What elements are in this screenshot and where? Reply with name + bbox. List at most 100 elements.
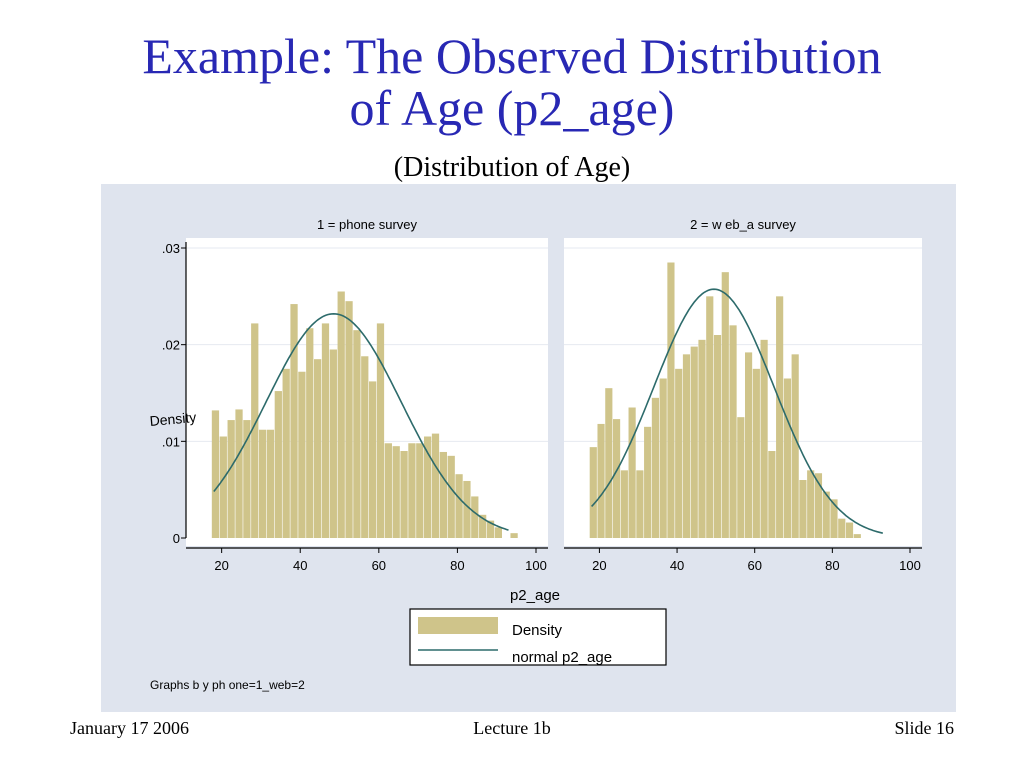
y-tick-label: .01 [162,434,180,449]
slide-title: Example: The Observed Distribution of Ag… [0,30,1024,134]
histogram-bar [369,381,377,538]
footer-date: January 17 2006 [70,718,189,738]
panel-label: 1 = phone survey [317,217,418,232]
histogram-bar [329,349,337,538]
histogram-bar [266,429,275,538]
slide-title-line-1: Example: The Observed Distribution [142,28,882,84]
histogram-bar [447,455,455,538]
histogram-bar [384,443,392,538]
histogram-bar [337,291,345,538]
histogram-bar [463,480,471,538]
histogram-bar [439,451,447,538]
histogram-bar [822,491,830,538]
histogram-bar [713,335,722,538]
histogram-bar [282,368,290,538]
histogram-bar [345,301,353,538]
histogram-bar [455,474,463,538]
histogram-bar [589,447,597,538]
x-tick-label: 80 [450,558,464,573]
histogram-bar [636,470,644,538]
histogram-bar [799,480,807,538]
histogram-bar [605,388,613,538]
histogram-bar [251,323,259,538]
histogram-bar [830,499,838,538]
histogram-bar [274,391,282,538]
x-axis-title: p2_age [510,587,560,604]
slide-title-line-2: of Age (p2_age) [349,80,675,136]
y-axis-title: Density [149,409,197,429]
panel-strip [564,212,922,236]
histogram-bar [814,473,823,538]
footer-lecture: Lecture 1b [473,718,551,738]
histogram-bar [783,378,791,538]
histogram-bar [791,354,799,538]
histogram-bar [768,451,776,538]
x-tick-label: 20 [592,558,606,573]
x-tick-label: 60 [372,558,386,573]
histogram-bar [290,304,298,538]
y-tick-label: 0 [173,531,180,546]
histogram-bar [313,359,322,538]
histogram-bar [729,325,737,538]
histogram-bar [235,409,243,538]
histogram-bar [760,339,768,538]
histogram-bar [644,426,652,538]
panel-strip [186,212,548,236]
histogram-bar [424,436,432,538]
histogram-bar [361,356,369,538]
legend-label-density: Density [512,622,563,639]
histogram-bar [408,443,416,538]
histogram-bar [219,436,227,538]
histogram-bar [227,420,235,538]
normal-curve [591,288,884,534]
histogram-bar [838,518,846,538]
histogram-bar [690,346,698,538]
y-tick-label: .02 [162,338,180,353]
histogram-bar [667,262,675,538]
histogram-bar [376,323,385,538]
histogram-bar [597,423,605,538]
histogram-bar [613,419,621,538]
histogram-bar [353,330,361,538]
histogram-bar [737,417,745,538]
x-tick-label: 20 [214,558,228,573]
histogram-bar [494,527,502,538]
histogram-bar [721,272,729,538]
histogram-bar [776,296,784,538]
histogram-bar [628,407,636,538]
histogram-bar [682,354,691,538]
histogram-bar [807,470,815,538]
x-tick-label: 100 [525,558,547,573]
histogram-bar [745,352,753,538]
histogram-bar [479,514,487,538]
graph-note: Graphs b y ph one=1_web=2 [150,678,305,692]
legend-swatch-density [418,617,498,634]
histogram-bar [416,443,424,538]
x-tick-label: 80 [825,558,839,573]
histogram-bar [510,533,518,538]
histogram-bar [258,429,267,538]
histogram-bar [675,368,683,538]
histogram-bar [211,410,220,538]
histogram-bar [298,371,306,538]
slide-subtitle: (Distribution of Age) [393,152,631,183]
histogram-bar [659,378,667,538]
histogram-bar [845,522,854,538]
x-tick-label: 40 [293,558,307,573]
normal-curve [213,312,509,531]
histogram-bar [706,296,714,538]
histogram-bar [698,339,706,538]
y-tick-label: .03 [162,241,180,256]
x-tick-label: 100 [899,558,921,573]
histogram-bar [486,520,495,538]
histogram-bar [471,496,479,538]
histogram-bar [651,397,659,538]
histogram-bar [752,368,760,538]
histogram-bar [431,433,440,538]
histogram-bar [306,328,314,538]
histogram-bar [321,323,330,538]
x-tick-label: 40 [670,558,684,573]
legend-label-normal: normal p2_age [512,649,612,666]
histogram-bar [400,451,408,538]
